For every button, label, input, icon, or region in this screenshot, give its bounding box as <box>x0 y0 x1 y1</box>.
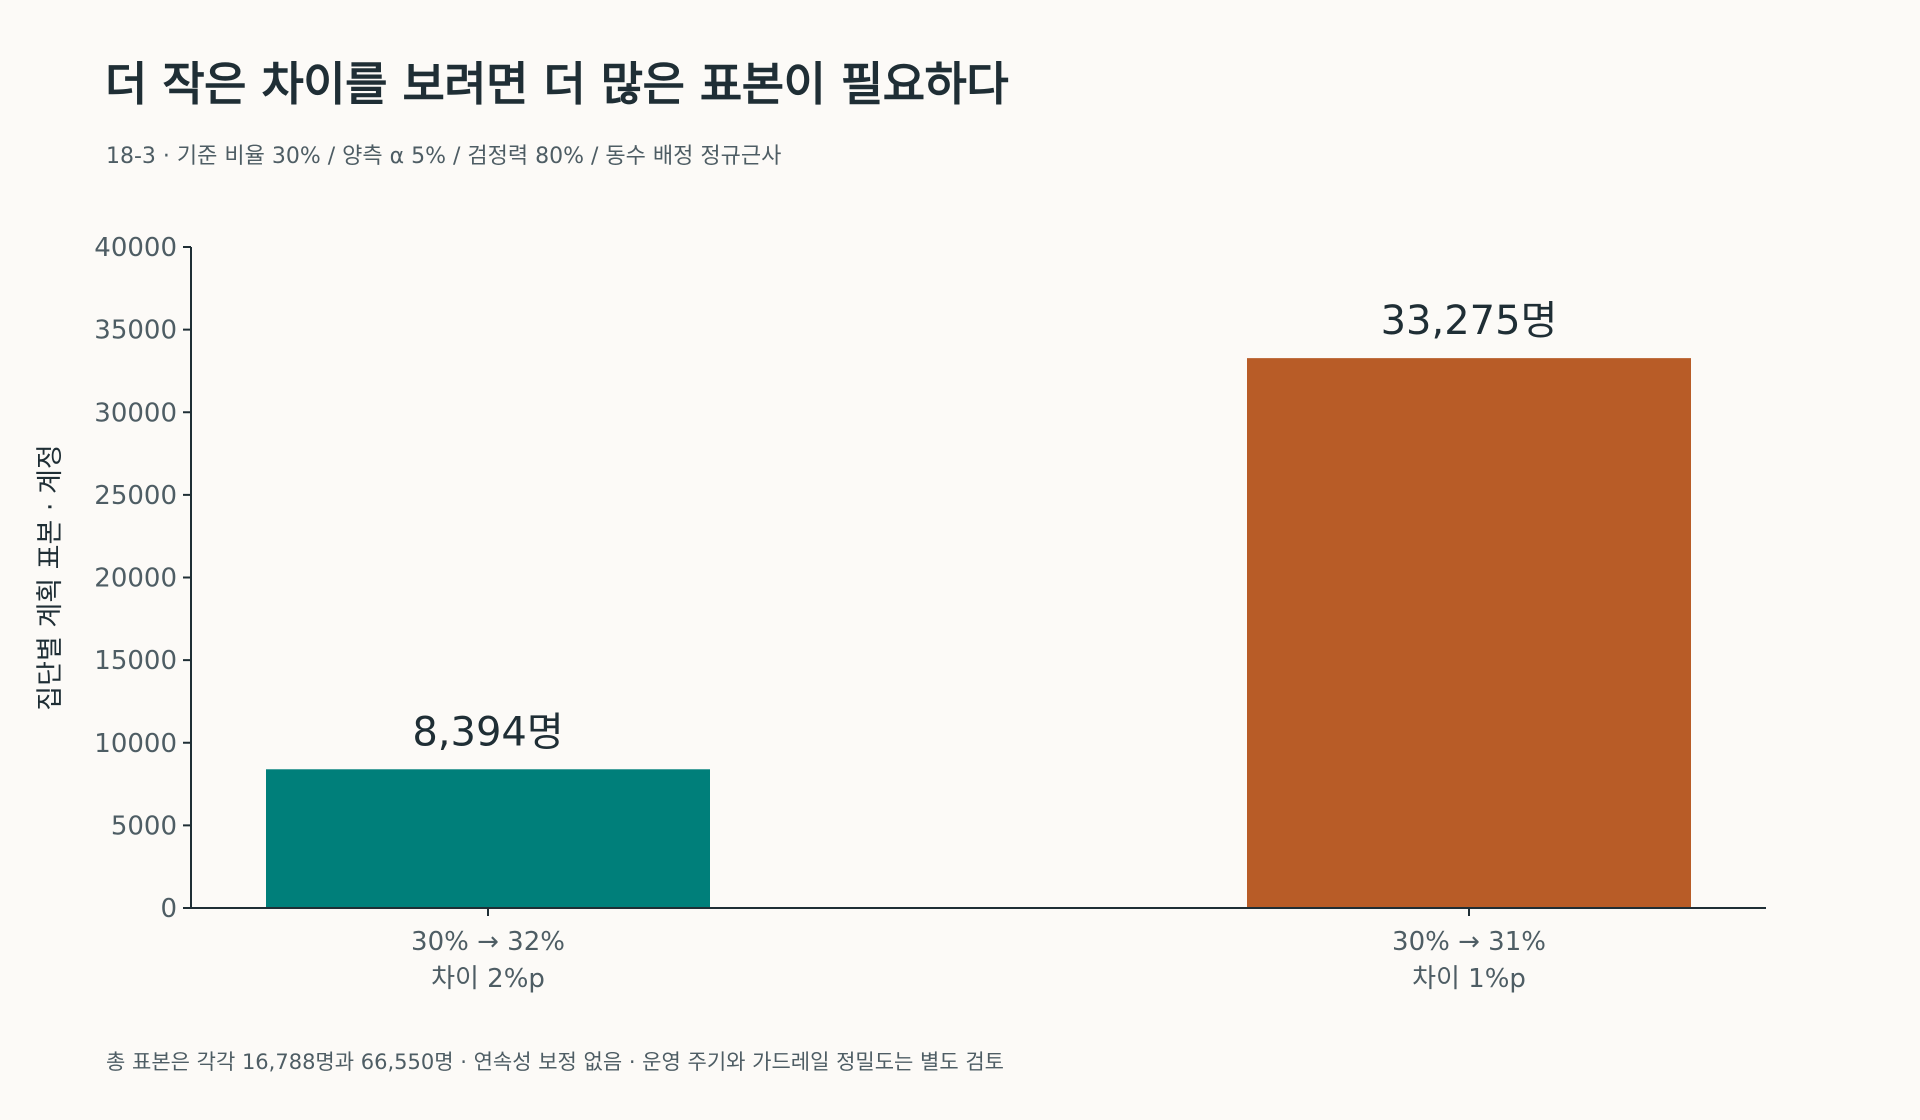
bar-2 <box>1247 358 1691 908</box>
y-tick-label: 35000 <box>94 316 177 346</box>
y-tick-label: 40000 <box>94 233 177 263</box>
y-tick-label: 10000 <box>94 729 177 759</box>
x-category-label: 차이 2%p <box>431 964 545 994</box>
chart-title: 더 작은 차이를 보려면 더 많은 표본이 필요하다 <box>105 57 1009 111</box>
chart-subtitle: 18-3 · 기준 비율 30% / 양측 α 5% / 검정력 80% / 동… <box>106 144 782 169</box>
y-tick-label: 5000 <box>111 811 177 841</box>
y-axis-title: 집단별 계획 표본 · 계정 <box>35 444 66 710</box>
bar-1 <box>266 769 710 908</box>
y-tick-label: 30000 <box>94 398 177 428</box>
x-category-label: 30% → 32% <box>411 927 565 957</box>
y-tick-label: 20000 <box>94 564 177 594</box>
x-category-label: 30% → 31% <box>1392 927 1546 957</box>
y-tick-label: 15000 <box>94 646 177 676</box>
y-axis: 0 5000 10000 15000 20000 25000 30000 35000 40000… <box>35 233 192 924</box>
y-tick-label: 0 <box>160 894 177 924</box>
x-category-label: 차이 1%p <box>1412 964 1526 994</box>
x-axis: 30% → 32% 차이 2%p 30% → 31% 차이 1%p <box>191 907 1766 994</box>
bar-value-label: 8,394명 <box>412 709 563 755</box>
bars: 8,394명 33,275명 <box>266 298 1691 908</box>
chart-footnote: 총 표본은 각각 16,788명과 66,550명 · 연속성 보정 없음 · … <box>106 1050 1004 1074</box>
y-tick-label: 25000 <box>94 481 177 511</box>
bar-value-label: 33,275명 <box>1381 298 1558 344</box>
